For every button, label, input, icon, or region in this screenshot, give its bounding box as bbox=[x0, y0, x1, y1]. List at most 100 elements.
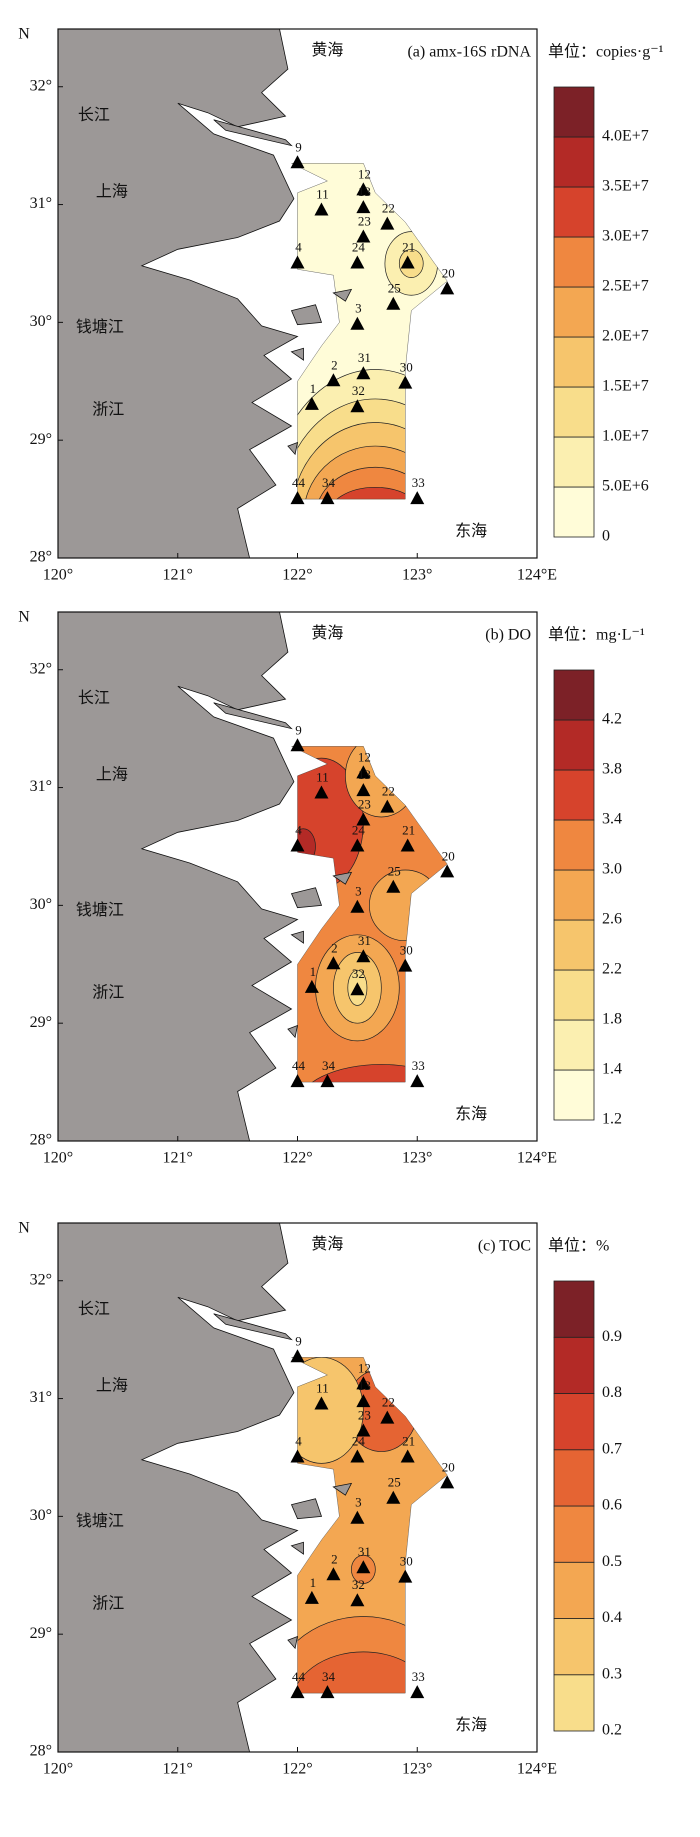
place-name: 上海 bbox=[96, 1376, 128, 1394]
station bbox=[290, 838, 305, 852]
lat-label: 32° bbox=[30, 77, 52, 94]
land bbox=[58, 1223, 299, 1752]
station-label: 33 bbox=[412, 475, 425, 490]
land bbox=[58, 29, 299, 558]
station-label: 24 bbox=[352, 822, 366, 837]
station bbox=[350, 982, 365, 996]
station bbox=[400, 838, 415, 852]
station bbox=[290, 738, 305, 752]
island bbox=[287, 441, 299, 456]
station-label: 24 bbox=[352, 1433, 366, 1448]
place-name: 东海 bbox=[455, 522, 487, 540]
station-label: 4 bbox=[295, 1433, 302, 1448]
lat-label: 31° bbox=[30, 778, 52, 795]
colorbar-band bbox=[553, 1393, 595, 1451]
colorbar-label: 0.7 bbox=[602, 1440, 622, 1457]
station bbox=[400, 1449, 415, 1463]
place-name: 长江 bbox=[78, 689, 110, 707]
station bbox=[350, 399, 365, 413]
station bbox=[350, 899, 365, 913]
station bbox=[314, 202, 329, 216]
station bbox=[386, 296, 401, 310]
colorbar-label: 2.5E+7 bbox=[602, 278, 649, 295]
lat-label: 29° bbox=[30, 1625, 52, 1642]
lon-label: 123° bbox=[402, 1150, 432, 1167]
lon-label: 120° bbox=[43, 1150, 73, 1167]
place-name: 东海 bbox=[455, 1716, 487, 1734]
colorbar-label: 0.8 bbox=[602, 1384, 622, 1401]
lat-label: 28° bbox=[30, 1743, 52, 1760]
compass: N bbox=[18, 26, 30, 43]
station bbox=[350, 1593, 365, 1607]
station-label: 23 bbox=[358, 797, 371, 812]
colorbar-label: 0.5 bbox=[602, 1553, 622, 1570]
lat-label: 28° bbox=[30, 1132, 52, 1149]
colorbar-band bbox=[553, 1449, 595, 1507]
station bbox=[350, 316, 365, 330]
lon-label: 121° bbox=[163, 1761, 193, 1778]
place-name: 上海 bbox=[96, 182, 128, 200]
colorbar-band bbox=[553, 386, 595, 438]
map-area bbox=[58, 1223, 537, 1752]
lon-label: 123° bbox=[402, 1761, 432, 1778]
station-label: 1 bbox=[310, 964, 317, 979]
lat-label: 31° bbox=[30, 195, 52, 212]
island bbox=[213, 702, 293, 730]
station bbox=[350, 1449, 365, 1463]
station-label: 2 bbox=[331, 1551, 338, 1566]
station-label: 32 bbox=[352, 383, 365, 398]
lat-label: 32° bbox=[30, 660, 52, 677]
station-label: 30 bbox=[400, 1554, 413, 1569]
station-label: 32 bbox=[352, 1577, 365, 1592]
colorbar-band bbox=[553, 236, 595, 288]
station-label: 22 bbox=[382, 784, 395, 799]
station bbox=[304, 396, 319, 410]
colorbar-band bbox=[553, 436, 595, 488]
station bbox=[410, 491, 425, 505]
colorbar-label: 1.4 bbox=[602, 1061, 622, 1078]
colorbar-label: 4.0E+7 bbox=[602, 128, 649, 145]
colorbar-label: 3.0 bbox=[602, 861, 622, 878]
station-label: 32 bbox=[352, 966, 365, 981]
colorbar-band bbox=[553, 1019, 595, 1071]
station bbox=[350, 838, 365, 852]
station-label: 3 bbox=[355, 884, 362, 899]
station bbox=[356, 1376, 371, 1390]
station-label: 33 bbox=[412, 1058, 425, 1073]
station bbox=[380, 1410, 395, 1424]
lat-label: 30° bbox=[30, 896, 52, 913]
station bbox=[410, 1074, 425, 1088]
station-label: 20 bbox=[442, 265, 455, 280]
contour bbox=[291, 1651, 436, 1694]
place-name: 钱塘江 bbox=[76, 318, 124, 336]
station bbox=[356, 783, 371, 797]
colorbar-band bbox=[553, 86, 595, 138]
island bbox=[213, 1313, 293, 1341]
panel-title: (a) amx-16S rDNA bbox=[407, 44, 531, 61]
lon-label: 123° bbox=[402, 567, 432, 584]
panel-title: (b) DO bbox=[485, 627, 531, 644]
colorbar-band bbox=[553, 1336, 595, 1394]
station-label: 12 bbox=[358, 1360, 371, 1375]
map-panel: 120° 121° 122° 123° 124°E 28° 29° 30° 31° 32° N 黄海东… bbox=[18, 26, 663, 584]
station-label: 23 bbox=[358, 214, 371, 229]
colorbar-band bbox=[553, 1561, 595, 1619]
station-label: 44 bbox=[292, 1058, 306, 1073]
station-label: 33 bbox=[412, 1669, 425, 1684]
station bbox=[290, 1349, 305, 1363]
colorbar-band bbox=[553, 336, 595, 388]
place-name: 浙江 bbox=[92, 400, 124, 418]
station bbox=[304, 1590, 319, 1604]
station-label: 31 bbox=[358, 1544, 371, 1559]
colorbar-label: 0.2 bbox=[602, 1722, 622, 1739]
colorbar-label: 0.6 bbox=[602, 1497, 622, 1514]
station bbox=[356, 812, 371, 826]
lat-label: 31° bbox=[30, 1389, 52, 1406]
station bbox=[320, 1074, 335, 1088]
unit-label: 单位：mg·L⁻¹ bbox=[548, 626, 645, 644]
colorbar-band bbox=[553, 869, 595, 921]
station-label: 31 bbox=[358, 350, 371, 365]
station-label: 13 bbox=[358, 184, 371, 199]
station bbox=[304, 979, 319, 993]
